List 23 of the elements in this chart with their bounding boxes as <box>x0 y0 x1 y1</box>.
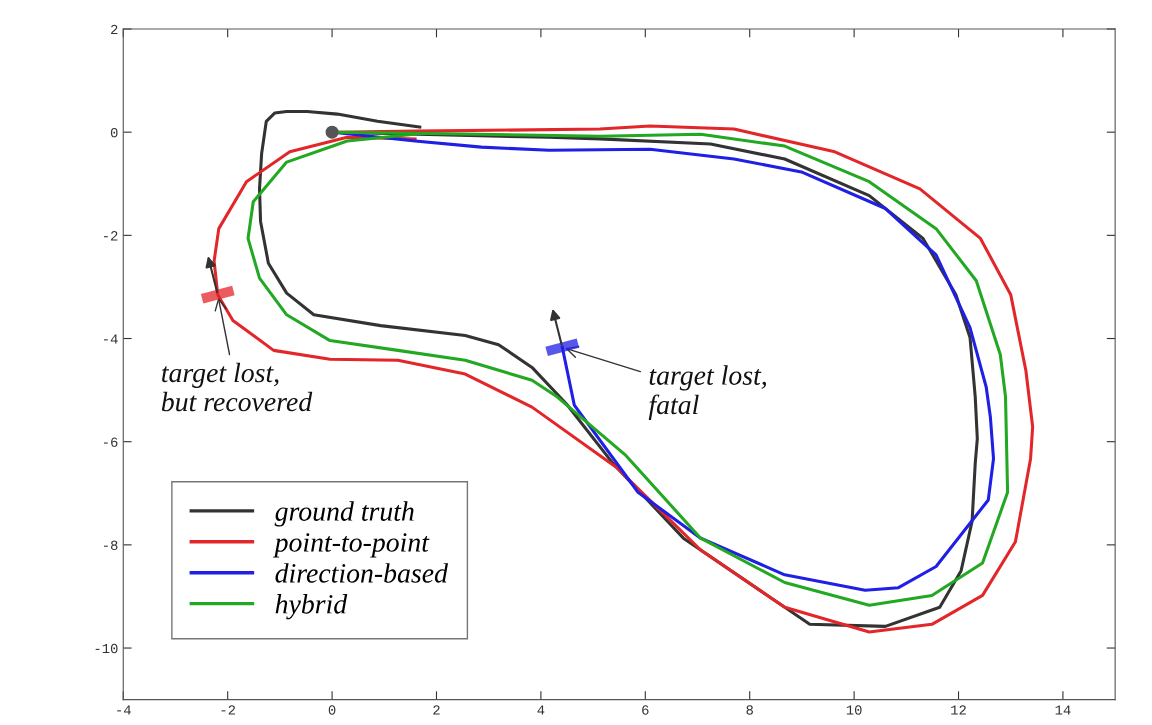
x-tick-label: -4 <box>117 705 131 715</box>
y-tick-label: -10 <box>95 643 118 654</box>
x-tick-label: 0 <box>328 705 336 715</box>
y-tick-label: -2 <box>104 231 118 241</box>
y-tick-label: 2 <box>111 24 118 35</box>
y-tick-label: -4 <box>104 334 118 344</box>
legend-label: point-to-point <box>273 533 430 558</box>
x-tick-label: 8 <box>746 705 753 715</box>
x-tick-label: 10 <box>846 705 862 715</box>
legend-label: direction-based <box>275 563 449 583</box>
x-tick-label: 4 <box>537 705 545 715</box>
x-tick-label: -2 <box>221 705 236 715</box>
y-tick-label: -6 <box>104 437 118 447</box>
annotation: target lost, fatal <box>648 365 766 420</box>
x-tick-label: 2 <box>433 705 440 715</box>
x-tick-label: 14 <box>1055 705 1071 715</box>
annotation: target lost, but recovered <box>161 362 313 412</box>
y-tick-label: 0 <box>110 127 118 138</box>
legend-label: hybrid <box>275 594 348 620</box>
x-tick-label: 6 <box>642 705 649 715</box>
y-tick-label: -8 <box>104 540 118 551</box>
x-tick-label: 12 <box>951 705 966 715</box>
legend-label: ground truth <box>274 501 414 527</box>
